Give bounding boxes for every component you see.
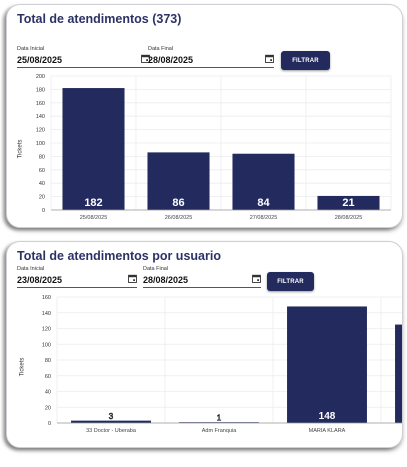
x-tick-label: MARIA KLARA (309, 428, 346, 434)
start-date-label: Data Inicial (17, 46, 45, 52)
y-tick-label: 0 (42, 208, 45, 214)
attendance-total-card: Total de atendimentos (373) Data Inicial… (6, 4, 403, 228)
calendar-icon[interactable] (265, 54, 274, 63)
end-date-label: Data Final (143, 266, 169, 272)
y-tick-label: 180 (36, 87, 45, 93)
bar (71, 420, 151, 423)
filter-button[interactable]: FILTRAR (267, 272, 314, 291)
y-tick-label: 140 (36, 114, 45, 120)
y-tick-label: 140 (42, 311, 51, 317)
end-date-label: Data Final (148, 46, 174, 52)
y-tick-label: 160 (42, 295, 51, 301)
calendar-icon[interactable] (141, 54, 150, 63)
x-tick-label: 26/08/2025 (165, 215, 193, 221)
bar-value-label: 1 (217, 414, 222, 423)
calendar-icon[interactable] (252, 274, 261, 283)
bar (287, 306, 367, 423)
y-tick-label: 60 (39, 168, 45, 174)
y-tick-label: 40 (39, 181, 45, 187)
end-date-value[interactable]: 28/08/2025 (148, 55, 194, 65)
bar (147, 152, 210, 210)
end-date-field[interactable]: Data Final 28/08/2025 (148, 46, 274, 68)
y-tick-label: 120 (36, 128, 45, 134)
start-date-field[interactable]: Data Inicial 23/08/2025 (17, 266, 137, 288)
y-tick-label: 20 (39, 195, 45, 201)
calendar-icon[interactable] (128, 274, 137, 283)
filter-button[interactable]: FILTRAR (281, 51, 330, 70)
tickets-by-user-chart: 0 20 40 60 80 100 120 140 160 3 33 Doctor - Uberab… (42, 295, 402, 434)
y-tick-label: 80 (39, 154, 45, 160)
y-tick-label: 0 (48, 421, 51, 427)
x-tick-label: 33 Doctor - Uberaba (86, 428, 137, 434)
y-tick-label: 120 (42, 327, 51, 333)
x-tick-label: 28/08/2025 (335, 215, 363, 221)
tickets-by-date-chart: 0 20 40 60 80 100 120 140 160 180 200 182 25/08/2025… (36, 74, 392, 221)
bar-value-label: 86 (172, 197, 184, 209)
y-tick-label: 40 (45, 390, 51, 396)
bar-value-label: 182 (84, 197, 102, 209)
y-tick-label: 160 (36, 101, 45, 107)
y-tick-label: 100 (42, 342, 51, 348)
bar-value-label: 148 (319, 411, 336, 422)
y-tick-label: 60 (45, 374, 51, 380)
card-title: Total de atendimentos por usuario (17, 249, 221, 263)
start-date-value[interactable]: 25/08/2025 (17, 55, 63, 65)
bar (317, 195, 380, 210)
end-date-value[interactable]: 28/08/2025 (143, 275, 189, 285)
bar (395, 324, 402, 423)
y-tick-label: 80 (45, 358, 51, 364)
start-date-field[interactable]: Data Inicial 25/08/2025 (17, 46, 150, 68)
x-tick-label: 25/08/2025 (80, 215, 108, 221)
y-tick-label: 100 (36, 141, 45, 147)
start-date-value[interactable]: 23/08/2025 (17, 275, 63, 285)
card-title: Total de atendimentos (373) (17, 12, 182, 26)
bar (232, 153, 295, 210)
y-tick-label: 20 (45, 405, 51, 411)
x-tick-label: 27/08/2025 (250, 215, 278, 221)
end-date-field[interactable]: Data Final 28/08/2025 (143, 266, 261, 288)
x-tick-label: Adm Franquia (202, 428, 237, 434)
bar-value-label: 3 (109, 412, 114, 421)
bar-value-label: 84 (257, 197, 270, 209)
bar (62, 88, 125, 210)
bar-value-label: 21 (342, 197, 354, 209)
start-date-label: Data Inicial (17, 266, 45, 272)
y-tick-label: 200 (36, 74, 45, 80)
attendance-by-user-card: Total de atendimentos por usuario Data I… (6, 241, 403, 448)
